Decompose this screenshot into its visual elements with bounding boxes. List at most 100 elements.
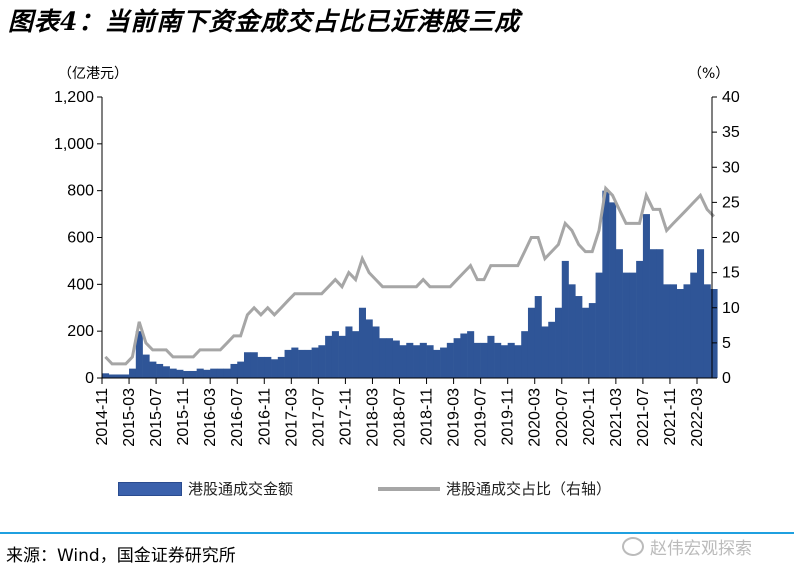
right-tick-label: 35 (722, 124, 740, 141)
amount-bar (676, 289, 684, 378)
left-tick-label: 200 (67, 323, 94, 340)
right-tick-label: 25 (722, 194, 740, 211)
amount-bar (669, 284, 678, 378)
amount-bar (257, 356, 265, 378)
amount-bar (663, 284, 671, 378)
legend-swatch-amount (118, 481, 182, 496)
amount-bar (582, 307, 590, 378)
amount-bar (129, 368, 137, 378)
amount-bar (338, 335, 346, 378)
amount-bar (609, 202, 617, 378)
x-tick-label: 2022-03 (689, 388, 706, 447)
amount-bar (419, 342, 427, 378)
amount-bar (446, 342, 454, 378)
amount-bar (541, 326, 549, 378)
amount-bar (176, 369, 184, 378)
x-tick-label: 2019-11 (500, 388, 517, 446)
amount-bar (135, 331, 143, 378)
amount-bar (331, 331, 339, 378)
amount-bar (399, 345, 407, 378)
amount-bar (433, 349, 441, 378)
x-tick-label: 2017-03 (283, 388, 300, 447)
amount-bar (555, 307, 563, 378)
amount-bar (203, 369, 211, 378)
legend-label-ratio: 港股通成交占比（右轴） (446, 480, 612, 498)
x-tick-label: 2020-11 (581, 388, 598, 446)
amount-bar (500, 345, 508, 378)
x-tick-label: 2018-11 (419, 388, 436, 446)
amount-bar (284, 349, 292, 378)
amount-bar (210, 368, 218, 378)
amount-bar (690, 272, 698, 378)
x-tick-label: 2019-03 (446, 388, 463, 447)
chart: 0 200 400 600 800 1,000 1,200 0 5 10 15 20 25 30 35 40 2… (54, 66, 740, 447)
x-tick-label: 2020-07 (554, 388, 571, 447)
amount-bar (311, 347, 319, 378)
amount-bar (196, 368, 204, 378)
amount-bar (345, 326, 353, 378)
watermark-text: 赵伟宏观探索 (650, 539, 752, 559)
left-tick-label: 400 (67, 276, 94, 293)
amount-bar (243, 352, 252, 378)
amount-bar (183, 370, 191, 378)
amount-bar (291, 347, 299, 378)
amount-bar (507, 342, 515, 378)
amount-bar (162, 366, 170, 378)
amount-bar (521, 331, 529, 378)
amount-bar (271, 359, 279, 378)
amount-bar (494, 342, 502, 378)
left-tick-label: 0 (85, 370, 94, 387)
amount-bar (575, 296, 583, 378)
amount-bar (230, 363, 238, 378)
amount-bar (561, 260, 569, 378)
x-tick-label: 2018-03 (364, 388, 381, 447)
amount-bar (534, 296, 542, 378)
source-note: 来源：Wind，国金证券研究所 (6, 546, 236, 566)
amount-bar (156, 363, 164, 378)
amount-bar (318, 345, 326, 378)
x-tick-label: 2017-11 (337, 388, 354, 446)
x-tick-label: 2015-03 (121, 388, 138, 447)
amount-bar (453, 338, 461, 378)
amount-bar (385, 338, 394, 378)
amount-bar (480, 342, 488, 378)
x-tick-label: 2018-07 (392, 388, 409, 447)
left-tick-label: 600 (67, 230, 94, 247)
watermark: 赵伟宏观探索 (622, 534, 752, 559)
amount-bar (588, 303, 596, 378)
right-tick-label: 20 (722, 230, 740, 247)
amount-bar (683, 284, 691, 378)
x-tick-label: 2021-03 (608, 388, 625, 447)
left-tick-label: 800 (67, 183, 94, 200)
x-tick-label: 2016-11 (256, 388, 273, 446)
amount-bar (527, 307, 536, 378)
amount-bar (325, 335, 333, 378)
x-tick-label: 2016-07 (229, 388, 246, 447)
x-tick-label: 2020-03 (527, 388, 544, 447)
x-tick-label: 2021-07 (635, 388, 652, 447)
chart-title: 图表4：当前南下资金成交占比已近港股三成 (8, 7, 521, 36)
x-tick-label: 2015-07 (148, 388, 165, 447)
amount-bar (169, 368, 177, 378)
x-tick-label: 2016-03 (202, 388, 219, 447)
left-tick-label: 1,200 (54, 89, 94, 106)
amount-bar (636, 260, 644, 378)
amount-bar (703, 284, 711, 378)
amount-bar (413, 345, 421, 378)
right-tick-label: 0 (722, 370, 731, 387)
amount-bar (352, 331, 360, 378)
amount-bar (122, 374, 130, 378)
amount-bar (642, 214, 650, 378)
amount-bar (115, 374, 123, 378)
amount-bar (298, 349, 306, 378)
x-tick-label: 2021-11 (662, 388, 679, 446)
amount-bar (473, 342, 481, 378)
amount-bar (102, 373, 110, 378)
amount-bar (426, 345, 434, 378)
divider (0, 532, 794, 534)
amount-bar (223, 368, 231, 378)
amount-bar (358, 307, 366, 378)
wechat-icon (622, 537, 644, 556)
legend-item-ratio: 港股通成交占比（右轴） (378, 478, 611, 499)
amount-bar (548, 321, 556, 378)
